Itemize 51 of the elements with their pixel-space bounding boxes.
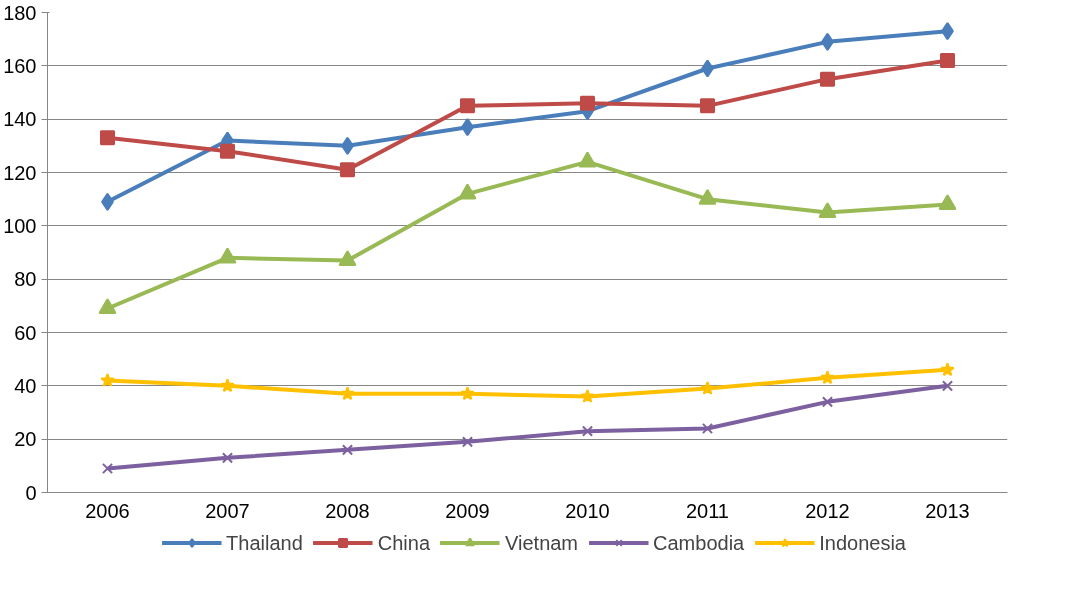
y-tick-label: 20 [14, 428, 37, 451]
y-tick-label: 140 [3, 108, 37, 131]
legend-label: Cambodia [653, 531, 745, 554]
point [101, 462, 114, 475]
point [461, 436, 474, 448]
point [820, 370, 835, 385]
point [818, 202, 837, 219]
point [820, 71, 835, 87]
y-tick-label: 60 [14, 321, 37, 344]
point [581, 425, 594, 437]
point [338, 250, 357, 267]
y-tick-label: 80 [14, 268, 37, 291]
legend-label: Vietnam [505, 531, 579, 554]
x-tick-label: 2007 [205, 499, 250, 522]
legend-label: Thailand [226, 531, 303, 554]
point [940, 362, 955, 377]
point [941, 380, 954, 392]
point [700, 381, 715, 395]
point [100, 373, 115, 387]
legend-label: Indonesia [819, 531, 906, 554]
point [340, 386, 355, 401]
y-tick-label: 0 [25, 481, 37, 504]
x-tick-label: 2013 [925, 499, 970, 522]
point [821, 396, 834, 408]
point [938, 194, 957, 211]
point [341, 444, 354, 456]
x-tick-label: 2008 [325, 499, 370, 522]
point [220, 143, 235, 159]
point [340, 162, 355, 178]
point [940, 53, 955, 68]
point [221, 452, 234, 464]
point [580, 95, 595, 111]
x-tick-label: 2011 [686, 499, 730, 522]
point [98, 298, 117, 315]
y-tick-label: 180 [3, 1, 37, 24]
y-tick-label: 120 [3, 161, 37, 184]
legend-label: China [377, 531, 431, 554]
point [220, 378, 235, 393]
x-tick-label: 2012 [805, 499, 850, 522]
point [100, 130, 115, 146]
point [460, 386, 475, 401]
y-tick-label: 100 [3, 214, 37, 237]
x-tick-label: 2006 [85, 499, 130, 522]
point [701, 422, 714, 435]
point [580, 389, 595, 403]
x-tick-label: 2010 [565, 499, 610, 522]
x-tick-label: 2009 [445, 499, 490, 522]
y-tick-label: 40 [14, 374, 37, 397]
point [700, 98, 715, 114]
point [460, 98, 475, 114]
y-tick-label: 160 [3, 54, 37, 77]
